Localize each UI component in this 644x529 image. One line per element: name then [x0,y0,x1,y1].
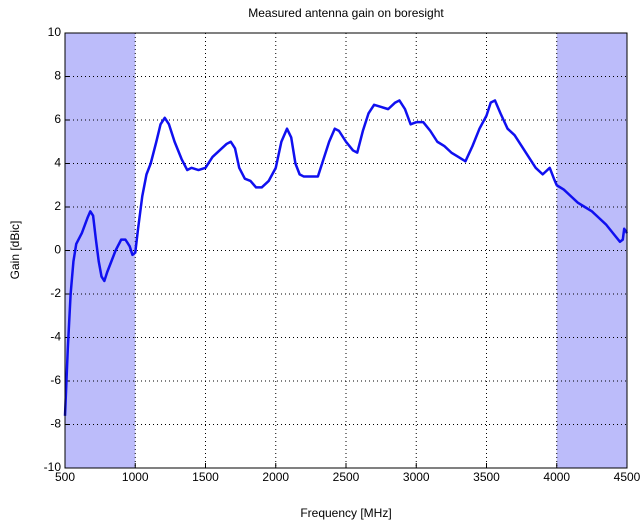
data-line [63,99,629,416]
x-tick-label: 3000 [403,470,430,484]
y-tick-label: -2 [50,286,61,300]
x-tick-label: 2500 [333,470,360,484]
x-tick-label: 2000 [262,470,289,484]
x-tick-label: 3500 [473,470,500,484]
y-tick-label: 6 [54,112,61,126]
x-tick-label: 500 [55,470,75,484]
x-tick-label: 1500 [192,470,219,484]
y-tick-label: -10 [44,460,62,474]
x-tick-label: 4000 [543,470,570,484]
y-tick-label: 2 [54,199,61,213]
x-tick-label: 1000 [122,470,149,484]
y-tick-label: -6 [50,373,61,387]
y-tick-label: 8 [54,69,61,83]
y-tick-label: 10 [48,25,62,39]
x-axis-label: Frequency [MHz] [300,506,391,520]
shaded-region [556,33,627,468]
y-tick-label: -8 [50,417,61,431]
y-axis-label: Gain [dBic] [8,221,22,280]
shaded-region [65,33,136,468]
y-tick-label: -4 [50,330,61,344]
y-tick-label: 4 [54,156,61,170]
plot-frame [64,32,628,469]
y-tick-label: 0 [54,243,61,257]
x-tick-label: 4500 [614,470,641,484]
chart-title: Measured antenna gain on boresight [248,6,444,20]
